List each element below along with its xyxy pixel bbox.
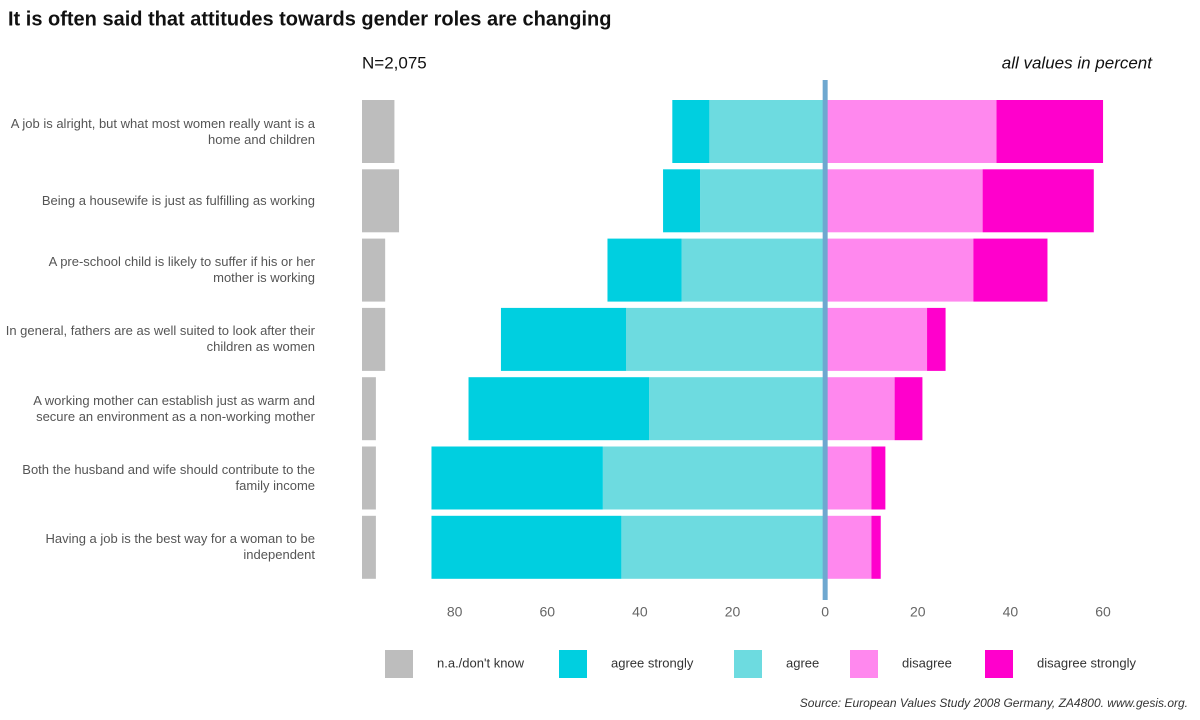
bar (362, 515, 376, 579)
annotation: all values in percent (1002, 53, 1154, 72)
bar (649, 377, 826, 441)
category-label: Both the husband and wife should contrib… (22, 462, 315, 493)
legend-label: agree strongly (611, 655, 694, 670)
bar (362, 446, 376, 510)
bar (431, 515, 622, 579)
legend-label: disagree strongly (1037, 655, 1136, 670)
bar (825, 100, 997, 163)
legend-swatch (385, 650, 413, 678)
x-tick-label: 80 (447, 604, 463, 620)
bar (431, 446, 603, 510)
bar (500, 307, 626, 371)
legend-label: n.a./don't know (437, 655, 525, 670)
legend-swatch (985, 650, 1013, 678)
bar (700, 169, 826, 233)
bar (871, 515, 881, 579)
bar (982, 169, 1094, 233)
bar (871, 446, 886, 510)
x-tick-label: 20 (910, 604, 926, 620)
x-tick-label: 40 (632, 604, 648, 620)
bar (894, 377, 923, 441)
bar (825, 446, 872, 510)
bar (621, 515, 826, 579)
category-label: Being a housewife is just as fulfilling … (41, 192, 315, 208)
x-tick-label: 60 (539, 604, 555, 620)
bar (825, 238, 974, 302)
bar (996, 100, 1104, 163)
bar (607, 238, 682, 302)
bar (825, 377, 895, 441)
bar (663, 169, 701, 233)
bar (362, 100, 395, 163)
legend-label: agree (786, 655, 819, 670)
bar (927, 307, 946, 371)
x-tick-label: 60 (1095, 604, 1111, 620)
bar (362, 377, 376, 441)
bar (825, 307, 928, 371)
category-label: A pre-school child is likely to suffer i… (48, 254, 315, 286)
bar (672, 100, 710, 163)
bar (626, 307, 826, 371)
bar (362, 169, 400, 233)
x-tick-label: 40 (1003, 604, 1019, 620)
bar (468, 377, 650, 441)
bar (681, 238, 826, 302)
legend-swatch (850, 650, 878, 678)
category-label: Having a job is the best way for a woman… (45, 531, 315, 563)
category-label: A job is alright, but what most women re… (10, 115, 315, 147)
category-label: In general, fathers are as well suited t… (5, 323, 315, 355)
subtitle: N=2,075 (362, 53, 427, 72)
chart-title: It is often said that attitudes towards … (8, 8, 611, 30)
legend-swatch (559, 650, 587, 678)
x-tick-label: 20 (725, 604, 741, 620)
bar (362, 238, 386, 302)
bar (362, 307, 386, 371)
bar (825, 169, 983, 233)
legend-swatch (734, 650, 762, 678)
source: Source: European Values Study 2008 Germa… (800, 696, 1188, 710)
bar (973, 238, 1048, 302)
bar (602, 446, 826, 510)
x-tick-label: 0 (821, 604, 829, 620)
bar (825, 515, 872, 579)
bar (709, 100, 826, 163)
legend-label: disagree (902, 655, 952, 670)
category-label: A working mother can establish just as w… (33, 392, 315, 424)
